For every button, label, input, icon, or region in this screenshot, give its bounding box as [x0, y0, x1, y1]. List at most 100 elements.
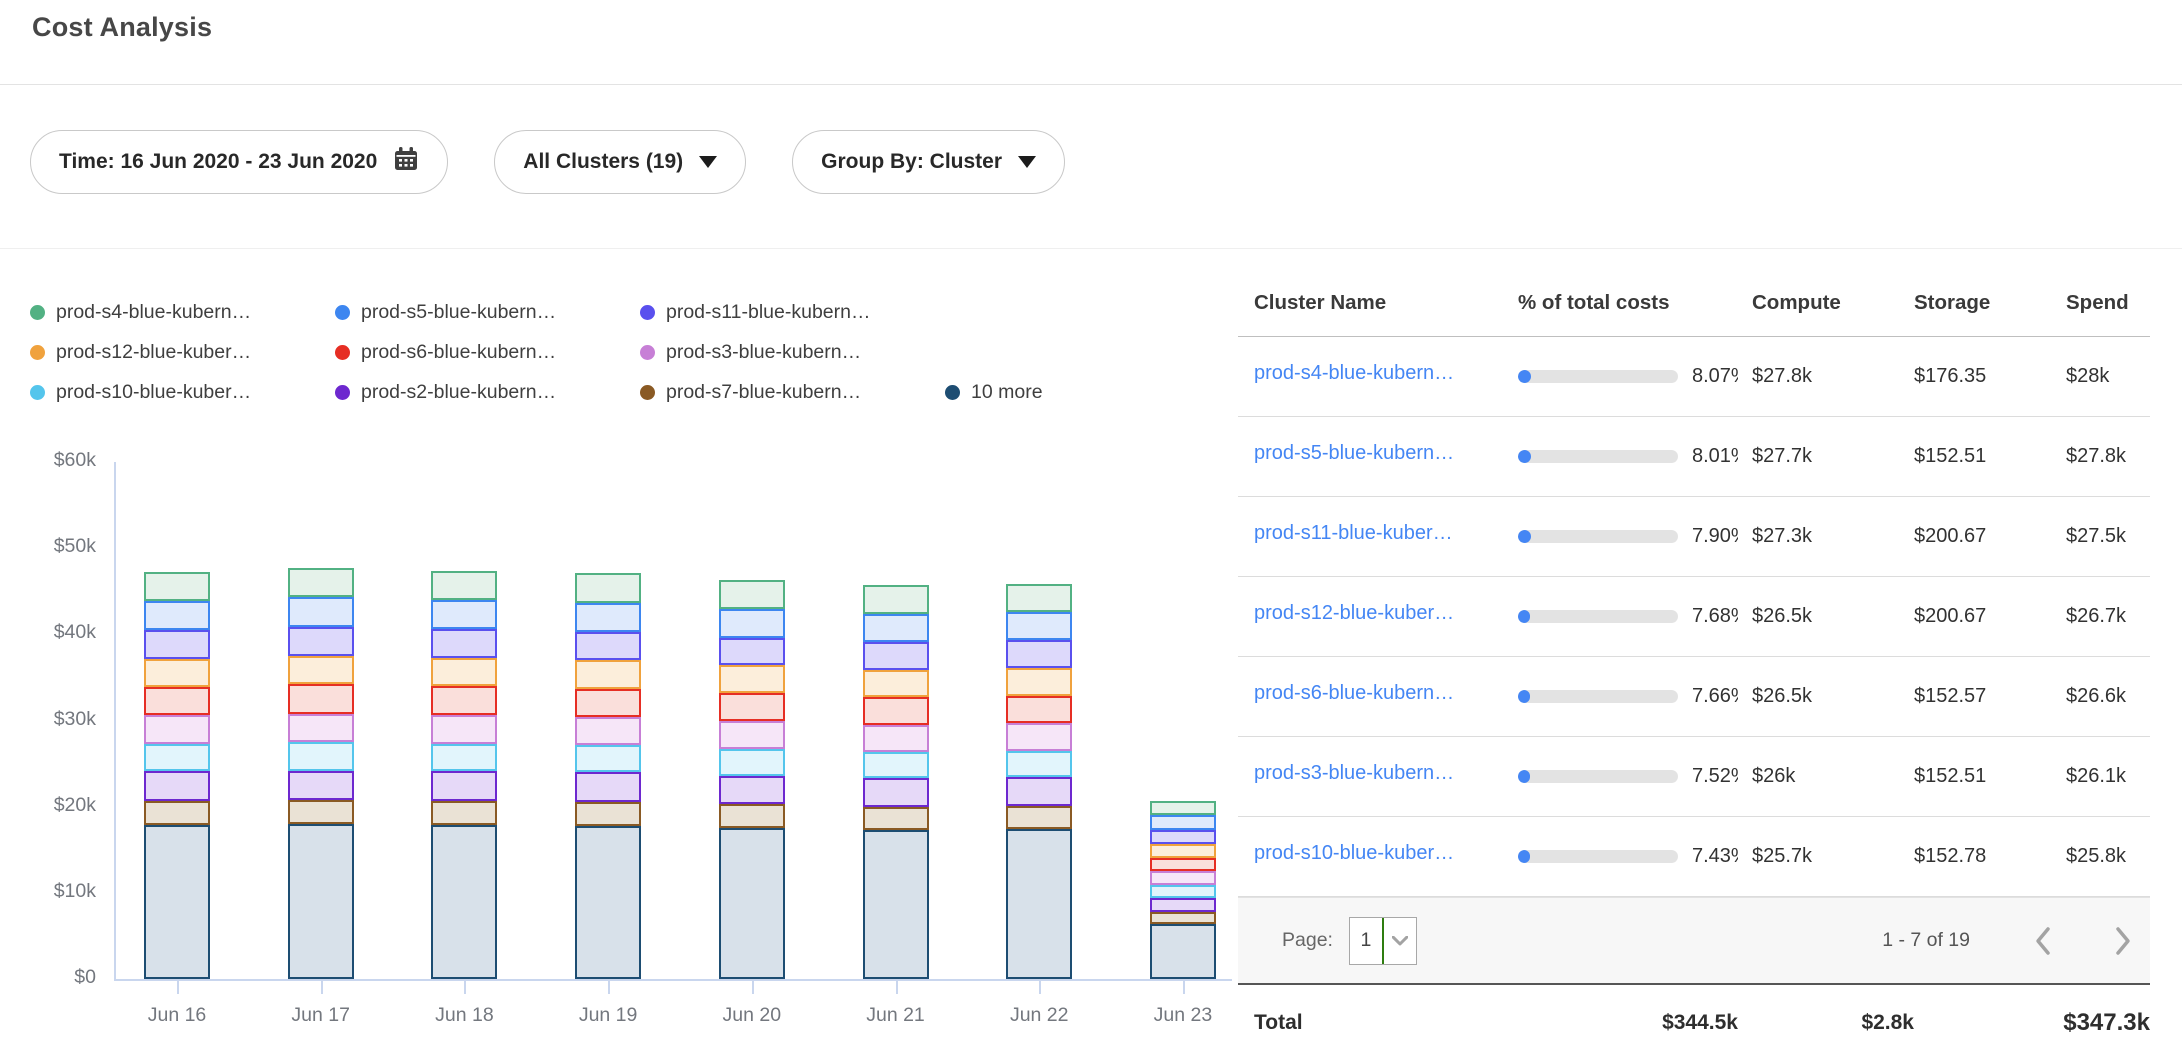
- bar-segment-prod-s6-blue-kubern[interactable]: [575, 688, 642, 718]
- page-select[interactable]: 1: [1348, 916, 1417, 965]
- bar-segment-prod-s12-blue-kuber[interactable]: [431, 657, 498, 687]
- bar-segment-prod-s2-blue-kubern[interactable]: [718, 775, 785, 805]
- bar-segment-prod-s6-blue-kubern[interactable]: [431, 686, 498, 716]
- bar-segment-prod-s11-blue-kubern[interactable]: [1006, 640, 1073, 669]
- bar-segment-10-more[interactable]: [144, 824, 210, 979]
- bar-segment-prod-s7-blue-kubern[interactable]: [575, 801, 642, 826]
- bar-segment-prod-s2-blue-kubern[interactable]: [287, 770, 354, 800]
- bar-segment-prod-s10-blue-kuber[interactable]: [575, 744, 642, 773]
- bar-segment-prod-s11-blue-kubern[interactable]: [862, 642, 929, 670]
- bar-segment-prod-s7-blue-kubern[interactable]: [1149, 911, 1216, 924]
- bar-segment-prod-s4-blue-kubern[interactable]: [287, 568, 354, 598]
- legend-item-10-more[interactable]: 10 more: [945, 381, 1043, 404]
- bar-segment-prod-s3-blue-kubern[interactable]: [1006, 723, 1073, 751]
- bar-segment-prod-s12-blue-kuber[interactable]: [718, 665, 785, 693]
- bar-segment-prod-s12-blue-kuber[interactable]: [1006, 668, 1073, 696]
- bar-segment-prod-s2-blue-kubern[interactable]: [862, 778, 929, 807]
- bar-segment-10-more[interactable]: [575, 825, 642, 979]
- bar-segment-prod-s10-blue-kuber[interactable]: [862, 751, 929, 779]
- bar-segment-prod-s7-blue-kubern[interactable]: [1006, 805, 1073, 830]
- bar-segment-prod-s6-blue-kubern[interactable]: [862, 697, 929, 725]
- legend-item-prod-s2-blue-kubern[interactable]: prod-s2-blue-kubern…: [335, 381, 640, 404]
- bar-segment-prod-s10-blue-kuber[interactable]: [144, 743, 210, 772]
- bar-segment-prod-s10-blue-kuber[interactable]: [287, 742, 354, 771]
- legend-item-prod-s10-blue-kuber[interactable]: prod-s10-blue-kuber…: [30, 381, 335, 404]
- bar-segment-prod-s11-blue-kubern[interactable]: [718, 637, 785, 666]
- bar-segment-prod-s10-blue-kuber[interactable]: [431, 743, 498, 772]
- bar-segment-10-more[interactable]: [287, 823, 354, 979]
- legend-item-prod-s6-blue-kubern[interactable]: prod-s6-blue-kubern…: [335, 341, 640, 364]
- bar-segment-prod-s5-blue-kubern[interactable]: [1006, 612, 1073, 641]
- bar-segment-prod-s4-blue-kubern[interactable]: [144, 571, 210, 601]
- previous-page-button[interactable]: [2034, 926, 2052, 956]
- bar-segment-prod-s12-blue-kuber[interactable]: [575, 660, 642, 689]
- bar-segment-prod-s2-blue-kubern[interactable]: [431, 771, 498, 801]
- legend-item-prod-s4-blue-kubern[interactable]: prod-s4-blue-kubern…: [30, 301, 335, 324]
- legend-item-prod-s11-blue-kubern[interactable]: prod-s11-blue-kubern…: [640, 301, 871, 324]
- cluster-link[interactable]: prod-s10-blue-kuber…: [1254, 842, 1455, 864]
- bar-segment-prod-s3-blue-kubern[interactable]: [862, 724, 929, 752]
- bar-segment-prod-s5-blue-kubern[interactable]: [144, 600, 210, 631]
- bar-segment-prod-s6-blue-kubern[interactable]: [144, 686, 210, 716]
- bar-segment-prod-s10-blue-kuber[interactable]: [1006, 750, 1073, 778]
- bar-segment-prod-s6-blue-kubern[interactable]: [1149, 857, 1216, 872]
- bar-segment-prod-s5-blue-kubern[interactable]: [431, 599, 498, 630]
- bar-segment-prod-s7-blue-kubern[interactable]: [144, 800, 210, 825]
- bar-segment-prod-s3-blue-kubern[interactable]: [144, 715, 210, 744]
- bar-segment-prod-s4-blue-kubern[interactable]: [1006, 583, 1073, 613]
- bar-segment-prod-s5-blue-kubern[interactable]: [575, 602, 642, 632]
- bar-segment-prod-s6-blue-kubern[interactable]: [287, 684, 354, 714]
- group-by-filter[interactable]: Group By: Cluster: [792, 130, 1066, 194]
- cluster-link[interactable]: prod-s6-blue-kubern…: [1254, 682, 1455, 704]
- bar-segment-prod-s6-blue-kubern[interactable]: [718, 692, 785, 722]
- legend-item-prod-s5-blue-kubern[interactable]: prod-s5-blue-kubern…: [335, 301, 640, 324]
- bar-segment-prod-s6-blue-kubern[interactable]: [1006, 695, 1073, 724]
- bar-segment-prod-s3-blue-kubern[interactable]: [287, 713, 354, 743]
- cluster-link[interactable]: prod-s4-blue-kubern…: [1254, 362, 1455, 384]
- bar-segment-prod-s7-blue-kubern[interactable]: [862, 806, 929, 830]
- cluster-link[interactable]: prod-s11-blue-kuber…: [1254, 522, 1453, 544]
- next-page-button[interactable]: [2114, 926, 2132, 956]
- bar-segment-10-more[interactable]: [1006, 829, 1073, 979]
- time-range-filter[interactable]: Time: 16 Jun 2020 - 23 Jun 2020: [30, 130, 449, 194]
- clusters-filter[interactable]: All Clusters (19): [494, 130, 747, 194]
- bar-segment-prod-s3-blue-kubern[interactable]: [1149, 871, 1216, 886]
- bar-segment-prod-s11-blue-kubern[interactable]: [287, 626, 354, 656]
- bar-segment-prod-s7-blue-kubern[interactable]: [287, 799, 354, 824]
- cluster-link[interactable]: prod-s3-blue-kubern…: [1254, 762, 1455, 784]
- bar-segment-prod-s4-blue-kubern[interactable]: [575, 573, 642, 603]
- cluster-link[interactable]: prod-s12-blue-kuber…: [1254, 602, 1455, 624]
- bar-segment-10-more[interactable]: [718, 828, 785, 979]
- bar-segment-prod-s5-blue-kubern[interactable]: [862, 613, 929, 643]
- bar-segment-prod-s11-blue-kubern[interactable]: [1149, 829, 1216, 844]
- bar-segment-prod-s4-blue-kubern[interactable]: [431, 570, 498, 600]
- bar-segment-prod-s10-blue-kuber[interactable]: [1149, 885, 1216, 899]
- bar-segment-10-more[interactable]: [1149, 923, 1216, 979]
- bar-segment-prod-s3-blue-kubern[interactable]: [431, 715, 498, 744]
- bar-segment-prod-s4-blue-kubern[interactable]: [1149, 800, 1216, 816]
- bar-segment-prod-s3-blue-kubern[interactable]: [718, 721, 785, 749]
- bar-segment-10-more[interactable]: [431, 824, 498, 979]
- bar-segment-prod-s12-blue-kuber[interactable]: [862, 669, 929, 698]
- bar-segment-prod-s11-blue-kubern[interactable]: [431, 629, 498, 658]
- bar-segment-prod-s11-blue-kubern[interactable]: [575, 631, 642, 661]
- bar-segment-prod-s7-blue-kubern[interactable]: [431, 800, 498, 825]
- bar-segment-10-more[interactable]: [862, 829, 929, 979]
- bar-segment-prod-s4-blue-kubern[interactable]: [862, 585, 929, 614]
- bar-segment-prod-s2-blue-kubern[interactable]: [575, 772, 642, 802]
- bar-segment-prod-s12-blue-kuber[interactable]: [287, 655, 354, 685]
- bar-segment-prod-s12-blue-kuber[interactable]: [144, 658, 210, 687]
- bar-segment-prod-s3-blue-kubern[interactable]: [575, 717, 642, 745]
- legend-item-prod-s3-blue-kubern[interactable]: prod-s3-blue-kubern…: [640, 341, 861, 364]
- bar-segment-prod-s11-blue-kubern[interactable]: [144, 630, 210, 659]
- bar-segment-prod-s2-blue-kubern[interactable]: [144, 771, 210, 801]
- bar-segment-prod-s2-blue-kubern[interactable]: [1006, 777, 1073, 806]
- bar-segment-prod-s5-blue-kubern[interactable]: [718, 609, 785, 638]
- bar-segment-prod-s2-blue-kubern[interactable]: [1149, 898, 1216, 912]
- bar-segment-prod-s4-blue-kubern[interactable]: [718, 580, 785, 610]
- bar-segment-prod-s5-blue-kubern[interactable]: [287, 597, 354, 627]
- cluster-link[interactable]: prod-s5-blue-kubern…: [1254, 442, 1455, 464]
- bar-segment-prod-s5-blue-kubern[interactable]: [1149, 815, 1216, 830]
- bar-segment-prod-s10-blue-kuber[interactable]: [718, 748, 785, 776]
- legend-item-prod-s7-blue-kubern[interactable]: prod-s7-blue-kubern…: [640, 381, 945, 404]
